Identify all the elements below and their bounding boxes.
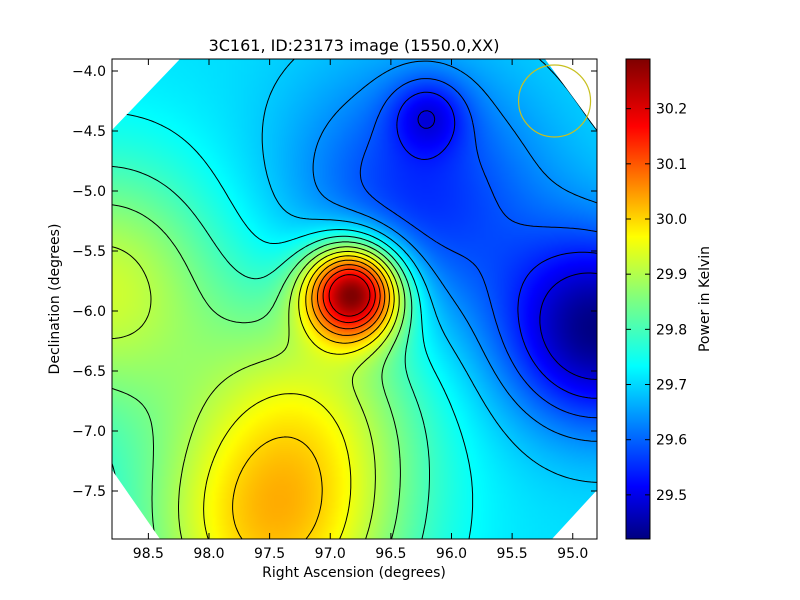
x-tick-label: 95.0 [557, 546, 588, 562]
contour-level [359, 78, 597, 419]
y-tick-label: −5.0 [72, 184, 106, 200]
x-tick-label: 98.5 [133, 546, 164, 562]
contour-level [112, 246, 400, 539]
contour-level [322, 268, 376, 324]
contour-level [203, 250, 395, 539]
colorbar-tick-label: 29.7 [656, 378, 687, 394]
y-tick-label: −4.5 [72, 124, 106, 140]
beam-circle [517, 64, 592, 138]
x-tick-label: 97.5 [254, 546, 285, 562]
contour-level [261, 59, 597, 483]
x-tick-label: 96.5 [375, 546, 406, 562]
colorbar-tick-label: 30.2 [656, 102, 687, 118]
colorbar-ticks: 29.5 29.6 29.7 29.8 29.9 30.0 30.1 30.2 [626, 102, 687, 504]
plot-area [111, 58, 598, 540]
x-axis-ticks: 98.5 98.0 97.5 97.0 96.5 96.0 95.5 95.0 [133, 59, 588, 562]
contour-level [112, 204, 406, 539]
heatmap-image [112, 59, 597, 539]
x-tick-label: 97.0 [315, 546, 346, 562]
colorbar: 29.5 29.6 29.7 29.8 29.9 30.0 30.1 30.2 Power i… [625, 58, 713, 540]
beam-circle-layer [517, 64, 592, 138]
colorbar-tick-label: 30.1 [656, 157, 687, 173]
contour-level [312, 60, 597, 442]
contour-level [232, 255, 390, 539]
colorbar-tick-label: 29.8 [656, 322, 687, 338]
y-tick-label: −5.5 [72, 244, 106, 260]
y-axis-label: Declination (degrees) [47, 224, 63, 375]
colorbar-tick-label: 30.0 [656, 212, 687, 228]
contour-level [311, 259, 386, 336]
y-tick-label: −6.0 [72, 304, 106, 320]
y-axis-ticks: −4.0 −4.5 −5.0 −5.5 −6.0 −6.5 −7.0 −7.5 [72, 64, 597, 500]
colorbar-tick-label: 29.6 [656, 433, 687, 449]
colorbar-label: Power in Kelvin [697, 246, 713, 352]
plot-frame [111, 58, 598, 540]
colorbar-gradient [625, 58, 651, 540]
y-tick-label: −4.0 [72, 64, 106, 80]
chart-title: 3C161, ID:23173 image (1550.0,XX) [209, 36, 500, 55]
x-tick-label: 95.5 [497, 546, 528, 562]
contour-level [396, 91, 597, 399]
contour-level [317, 264, 381, 330]
colorbar-tick-label: 29.5 [656, 488, 687, 504]
y-tick-label: −7.0 [72, 424, 106, 440]
y-tick-label: −7.5 [72, 484, 106, 500]
y-tick-label: −6.5 [72, 364, 106, 380]
contour-lines [112, 59, 597, 539]
colorbar-tick-label: 29.9 [656, 267, 687, 283]
x-axis-label: Right Ascension (degrees) [262, 565, 446, 581]
x-tick-label: 96.0 [436, 546, 467, 562]
contour-level [328, 274, 371, 317]
contour-level [417, 110, 597, 380]
x-tick-label: 98.0 [193, 546, 224, 562]
